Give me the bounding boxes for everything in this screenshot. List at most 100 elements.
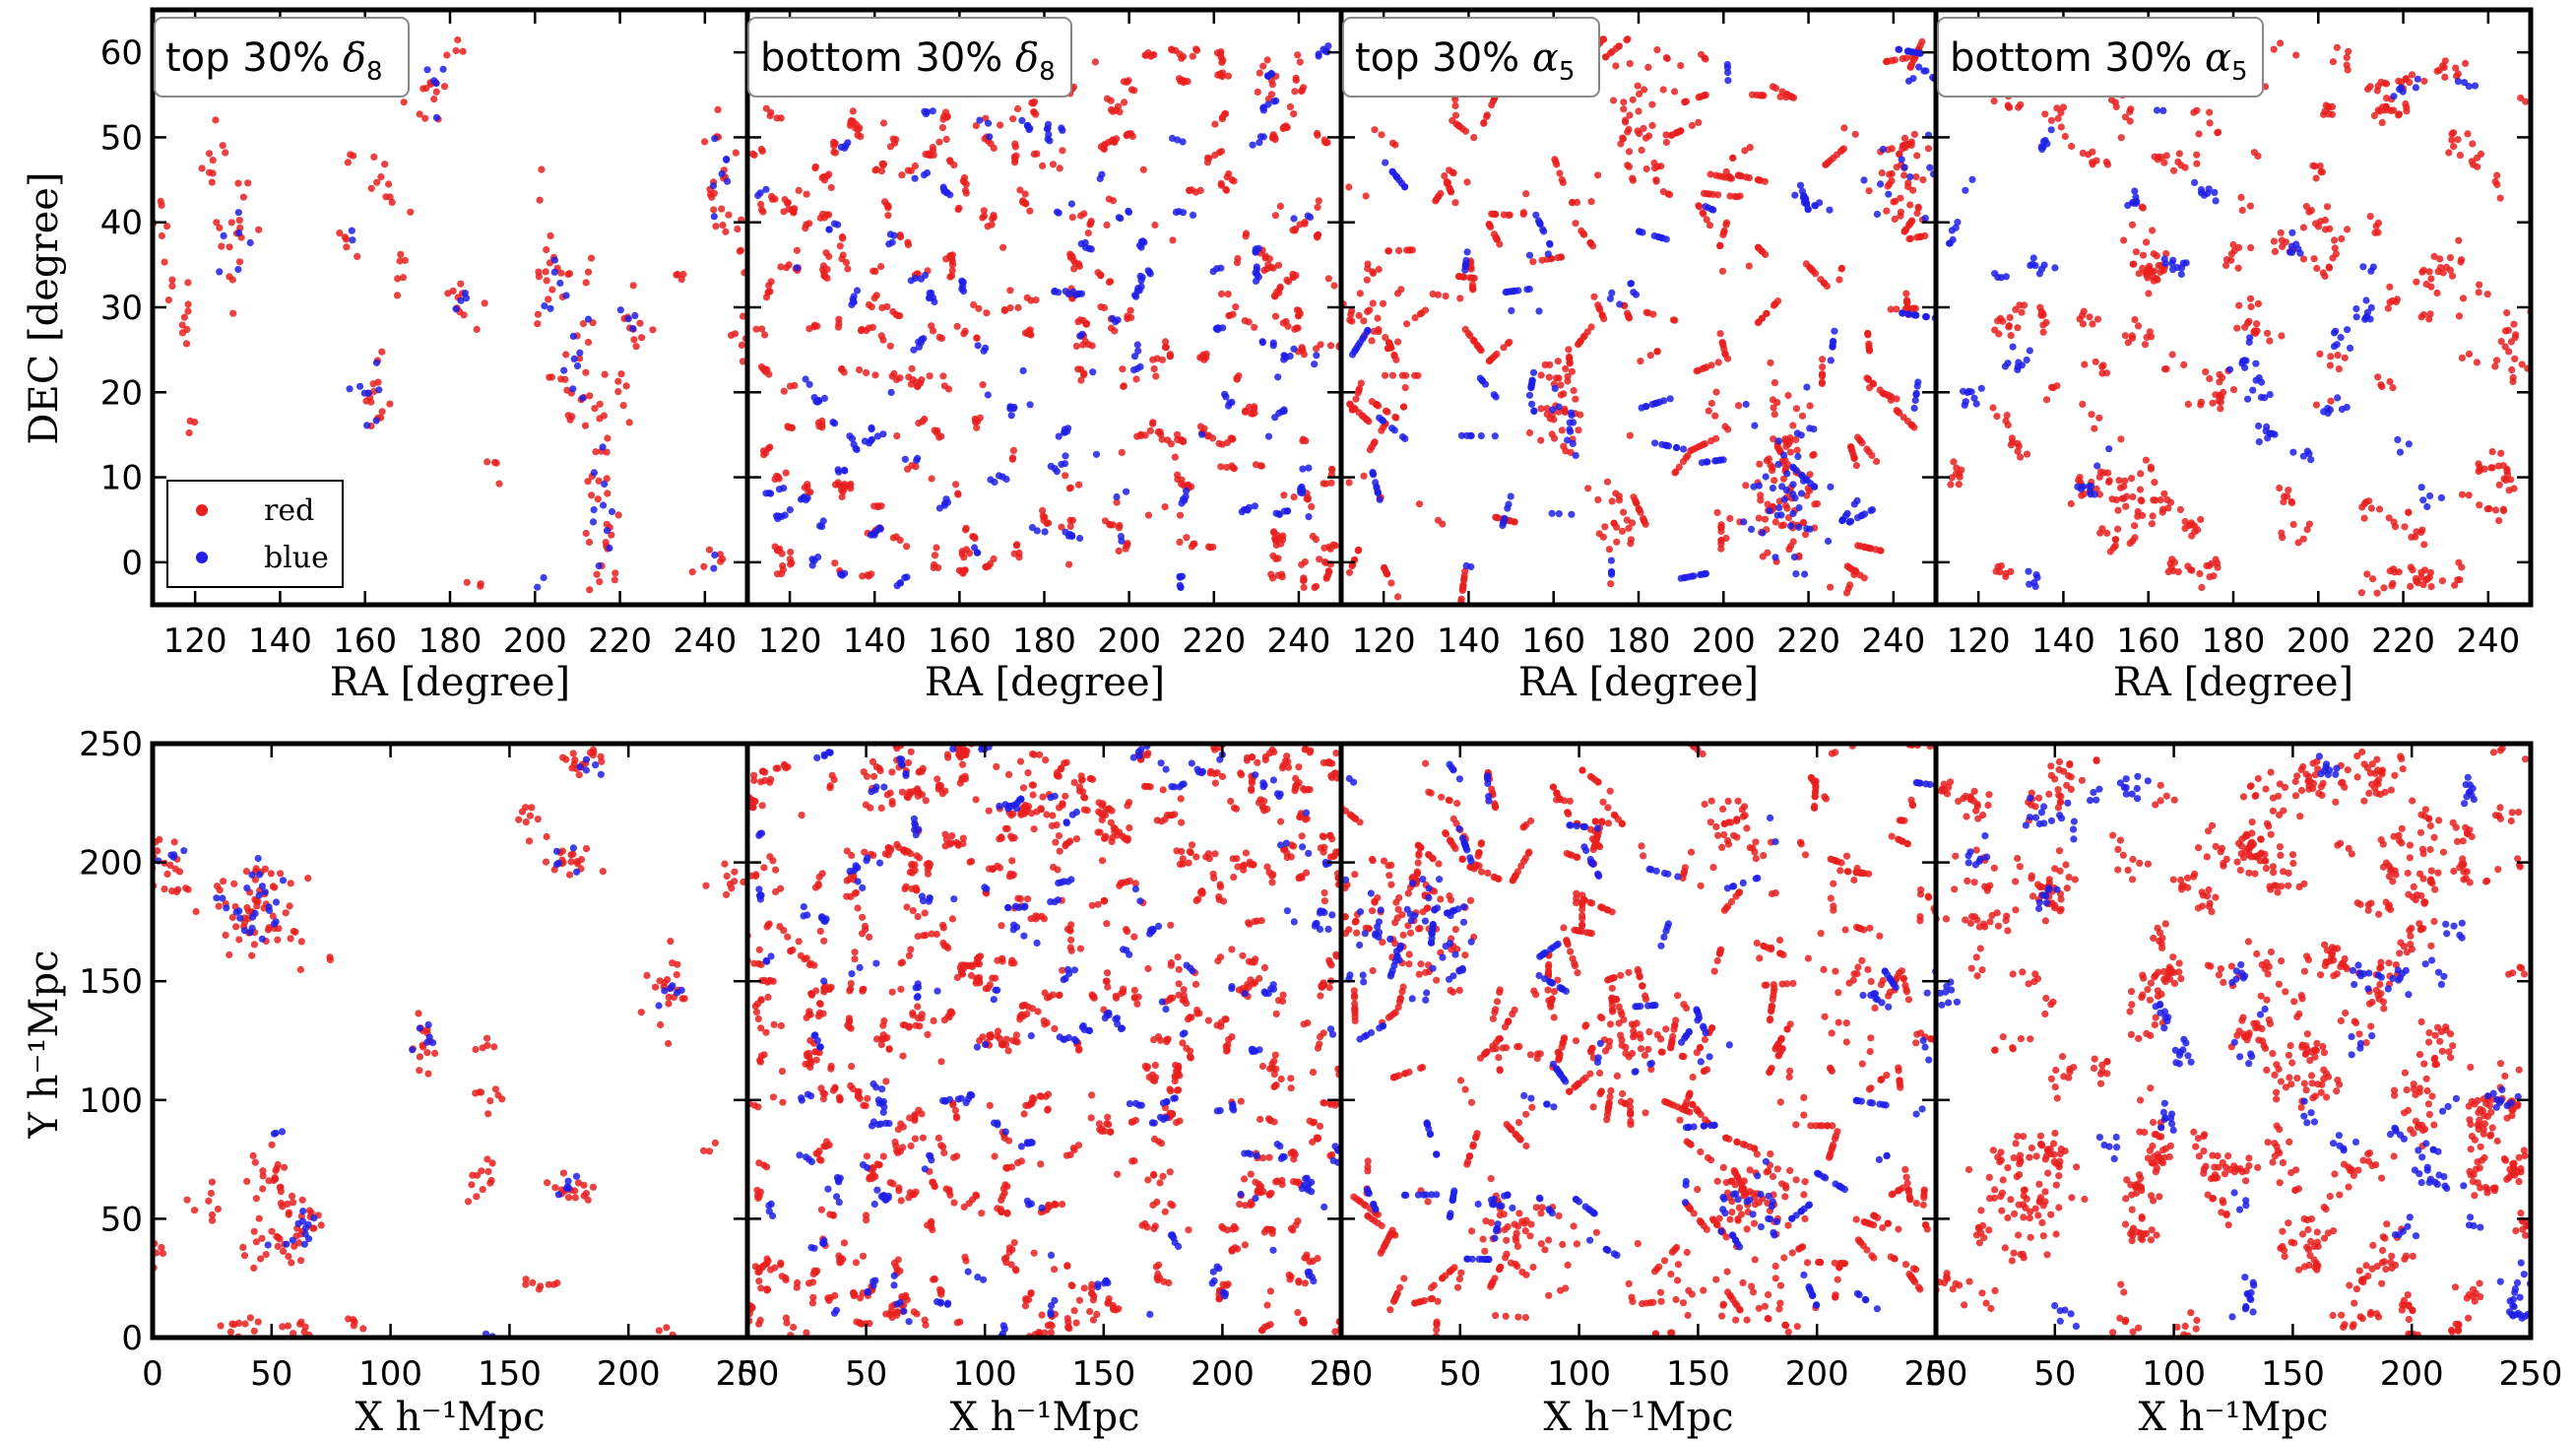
data-point-red [1194, 895, 1202, 903]
data-point-red [2518, 360, 2526, 368]
data-point-red [1009, 446, 1017, 454]
data-point-red [1174, 953, 1182, 961]
data-point-red [2384, 304, 2392, 312]
data-point-red [1004, 1047, 1012, 1055]
data-point-blue [1355, 341, 1363, 349]
data-point-red [1147, 52, 1155, 60]
data-point-red [2254, 299, 2262, 307]
data-point-red [1722, 219, 1731, 227]
data-point-red [1296, 814, 1304, 821]
data-point-red [1381, 563, 1388, 572]
data-point-red [952, 481, 960, 489]
data-point-blue [1125, 207, 1132, 215]
data-point-blue [1829, 341, 1836, 350]
data-point-red [2229, 386, 2238, 394]
data-point-blue [1608, 289, 1616, 296]
data-point-red [2395, 110, 2404, 118]
data-point-red [1330, 852, 1338, 860]
data-point-red [2227, 256, 2235, 264]
data-point-red [972, 796, 980, 804]
data-point-red [1564, 372, 1572, 380]
data-point-red [1113, 994, 1121, 1002]
data-point-blue [631, 311, 639, 320]
data-point-red [2496, 194, 2504, 202]
data-point-blue [980, 347, 988, 355]
data-point-red [1695, 118, 1703, 126]
data-point-red [592, 448, 600, 456]
data-point-red [158, 231, 165, 240]
data-point-red [1715, 172, 1723, 180]
data-point-red [272, 1166, 280, 1175]
data-point-red [253, 902, 261, 910]
data-point-red [2325, 103, 2333, 112]
data-point-red [970, 300, 978, 309]
data-point-red [2493, 171, 2501, 179]
data-point-red [1625, 148, 1634, 156]
data-point-blue [1845, 518, 1853, 526]
data-point-red [1234, 863, 1242, 871]
data-point-red [1662, 138, 1670, 147]
data-point-blue [1831, 327, 1838, 335]
data-point-red [1364, 260, 1372, 268]
data-point-blue [780, 485, 788, 492]
data-point-red [1278, 570, 1286, 578]
data-point-red [1065, 560, 1073, 568]
data-point-red [2253, 320, 2261, 328]
data-point-red [1095, 1120, 1103, 1128]
data-point-red [1049, 812, 1057, 819]
data-point-red [1309, 1138, 1317, 1146]
data-point-red [831, 559, 839, 567]
data-point-red [581, 422, 590, 429]
data-point-red [290, 1199, 297, 1207]
data-point-red [975, 953, 983, 961]
data-point-red [1178, 819, 1186, 826]
data-point-red [2454, 136, 2462, 144]
data-point-red [525, 837, 534, 845]
data-point-red [1252, 1178, 1259, 1186]
data-point-red [2426, 568, 2434, 577]
data-point-red [674, 270, 681, 279]
data-point-red [863, 368, 870, 376]
data-point-red [1326, 1100, 1334, 1108]
data-point-red [667, 938, 675, 946]
data-point-red [1300, 583, 1308, 592]
data-point-red [1315, 1342, 1321, 1348]
data-point-red [1561, 407, 1569, 415]
data-point-red [158, 1243, 165, 1252]
data-point-blue [1666, 395, 1674, 403]
data-point-red [850, 872, 858, 881]
data-point-blue [1054, 208, 1062, 216]
data-point-red [1233, 375, 1241, 383]
data-point-red [2266, 337, 2274, 345]
data-point-red [1056, 991, 1063, 999]
data-point-blue [1879, 145, 1887, 154]
data-point-red [1330, 282, 1338, 290]
data-point-blue [1477, 431, 1485, 440]
data-point-red [1568, 367, 1576, 375]
data-point-red [1088, 991, 1096, 999]
data-point-red [566, 416, 574, 424]
data-point-red [1555, 408, 1563, 416]
data-point-blue [1806, 425, 1814, 432]
data-point-red [1537, 436, 1545, 444]
data-point-red [854, 131, 862, 139]
data-point-red [255, 1214, 263, 1222]
data-point-red [2452, 64, 2460, 72]
data-point-red [1268, 81, 1276, 89]
data-point-red [985, 807, 993, 815]
data-point-red [944, 385, 953, 393]
data-point-red [757, 778, 765, 786]
data-point-red [1062, 472, 1069, 480]
data-point-blue [2352, 304, 2360, 313]
data-point-red [1245, 957, 1254, 965]
data-point-red [571, 1194, 580, 1202]
data-point-blue [349, 236, 356, 244]
data-point-red [498, 1095, 506, 1103]
data-point-blue [834, 221, 842, 229]
data-point-red [958, 548, 966, 556]
data-point-red [854, 904, 862, 912]
data-point-red [1030, 150, 1038, 159]
data-point-red [542, 858, 550, 866]
data-point-red [1913, 209, 1921, 218]
data-point-red [250, 1327, 258, 1335]
